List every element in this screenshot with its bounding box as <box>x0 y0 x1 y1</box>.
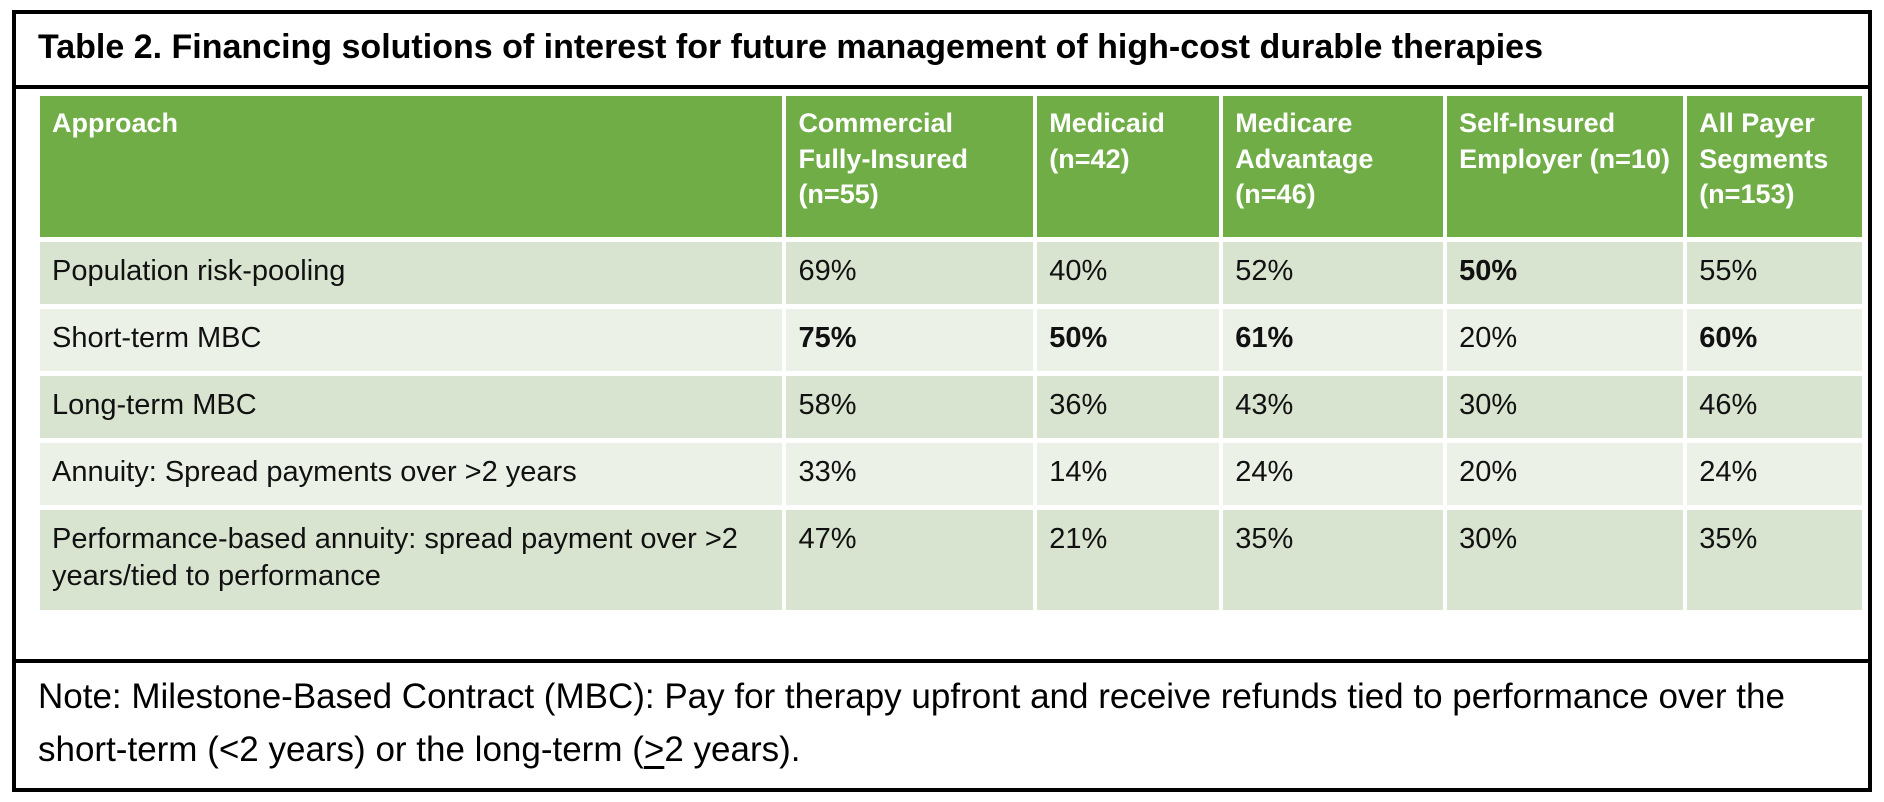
title-section: Table 2. Financing solutions of interest… <box>16 14 1868 89</box>
table-section: Approach Commercial Fully-Insured (n=55)… <box>16 89 1868 659</box>
greater-equal-symbol: > <box>643 729 665 769</box>
value-cell: 30% <box>1447 376 1684 439</box>
column-header-approach: Approach <box>40 96 783 237</box>
note-section: Note: Milestone-Based Contract (MBC): Pa… <box>16 659 1868 788</box>
value-cell: 21% <box>1037 510 1220 610</box>
note-text-suffix: 2 years). <box>664 729 801 769</box>
value-cell: 40% <box>1037 241 1220 304</box>
value-cell: 58% <box>786 376 1034 439</box>
table-row-long-term-mbc: Long-term MBC 58% 36% 43% 30% 46% <box>40 376 1862 439</box>
approach-cell: Short-term MBC <box>40 308 783 372</box>
value-cell: 20% <box>1447 443 1684 506</box>
table-row-population-risk-pooling: Population risk-pooling 69% 40% 52% 50% … <box>40 241 1862 304</box>
value-cell: 50% <box>1037 308 1220 372</box>
approach-cell: Annuity: Spread payments over >2 years <box>40 443 783 506</box>
column-header-commercial-fully-insured: Commercial Fully-Insured (n=55) <box>786 96 1034 237</box>
note-text-prefix: Note: Milestone-Based Contract (MBC): Pa… <box>38 677 1785 769</box>
figure-title: Table 2. Financing solutions of interest… <box>38 28 1543 66</box>
financing-solutions-table: Approach Commercial Fully-Insured (n=55)… <box>36 91 1866 615</box>
value-cell: 24% <box>1223 443 1444 506</box>
column-header-self-insured-employer: Self-Insured Employer (n=10) <box>1447 96 1684 237</box>
column-header-medicaid: Medicaid (n=42) <box>1037 96 1220 237</box>
table-row-annuity: Annuity: Spread payments over >2 years 3… <box>40 443 1862 506</box>
value-cell: 33% <box>786 443 1034 506</box>
value-cell: 50% <box>1447 241 1684 304</box>
value-cell: 61% <box>1223 308 1444 372</box>
value-cell: 60% <box>1687 308 1862 372</box>
value-cell: 35% <box>1223 510 1444 610</box>
column-header-all-payer-segments: All Payer Segments (n=153) <box>1687 96 1862 237</box>
value-cell: 43% <box>1223 376 1444 439</box>
value-cell: 47% <box>786 510 1034 610</box>
column-header-medicare-advantage: Medicare Advantage (n=46) <box>1223 96 1444 237</box>
table-figure: Table 2. Financing solutions of interest… <box>12 10 1872 792</box>
value-cell: 69% <box>786 241 1034 304</box>
value-cell: 20% <box>1447 308 1684 372</box>
value-cell: 35% <box>1687 510 1862 610</box>
value-cell: 30% <box>1447 510 1684 610</box>
table-row-short-term-mbc: Short-term MBC 75% 50% 61% 20% 60% <box>40 308 1862 372</box>
table-row-performance-based-annuity: Performance-based annuity: spread paymen… <box>40 510 1862 610</box>
value-cell: 14% <box>1037 443 1220 506</box>
approach-cell: Performance-based annuity: spread paymen… <box>40 510 783 610</box>
value-cell: 75% <box>786 308 1034 372</box>
approach-cell: Population risk-pooling <box>40 241 783 304</box>
value-cell: 46% <box>1687 376 1862 439</box>
approach-cell: Long-term MBC <box>40 376 783 439</box>
value-cell: 36% <box>1037 376 1220 439</box>
value-cell: 55% <box>1687 241 1862 304</box>
value-cell: 24% <box>1687 443 1862 506</box>
header-row: Approach Commercial Fully-Insured (n=55)… <box>40 96 1862 237</box>
value-cell: 52% <box>1223 241 1444 304</box>
